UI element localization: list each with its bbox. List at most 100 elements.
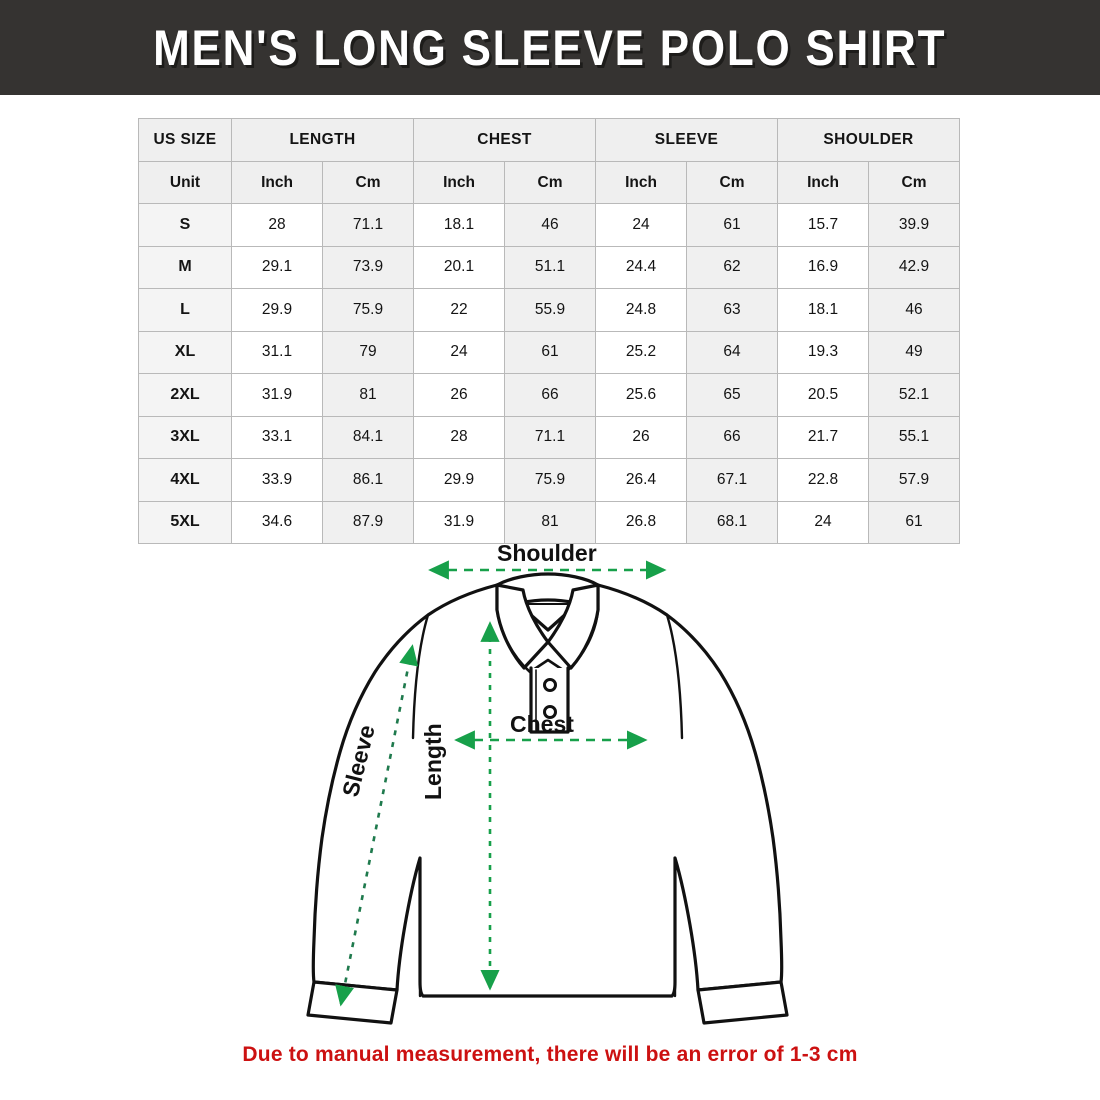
header-chest: CHEST [412,118,597,162]
right-cuff-path [696,980,789,1025]
cell-chest-cm: 71.1 [503,415,597,459]
cell-length-in: 29.1 [231,245,323,289]
measurement-disclaimer: Due to manual measurement, there will be… [242,1043,858,1066]
cell-chest-cm: 61 [503,330,597,374]
cell-size: L [138,288,232,332]
cell-length-cm: 79 [322,330,414,374]
cell-sleeve-cm: 65 [686,373,779,417]
cell-shoulder-in: 20.5 [777,373,870,417]
header-shoulder-cm: Cm [868,161,961,204]
cell-sleeve-in: 26 [595,415,688,459]
cell-size: 3XL [138,415,232,459]
cell-length-in: 31.1 [231,330,323,374]
cell-shoulder-in: 22.8 [777,458,870,502]
header-shoulder: SHOULDER [777,118,961,162]
cell-sleeve-cm: 67.1 [686,458,779,502]
cell-chest-in: 29.9 [413,458,505,502]
cell-sleeve-in: 24 [595,203,688,247]
cell-size: 2XL [138,373,232,417]
cell-sleeve-in: 25.2 [595,330,688,374]
cell-chest-cm: 55.9 [503,288,597,332]
cell-sleeve-in: 24.8 [595,288,688,332]
cell-length-cm: 73.9 [322,245,414,289]
header-length: LENGTH [231,118,414,162]
length-label: Length [420,723,446,800]
cell-length-cm: 86.1 [322,458,414,502]
shoulder-label: Shoulder [497,540,597,566]
cell-size: XL [138,330,232,374]
header-us-size: US SIZE [138,118,232,162]
table-row: 4XL 33.9 86.1 29.9 75.9 26.4 67.1 22.8 57.9 [138,458,961,502]
cell-sleeve-cm: 68.1 [686,500,779,544]
cell-chest-in: 28 [413,415,505,459]
cell-sleeve-cm: 63 [686,288,779,332]
header-sleeve-cm: Cm [686,161,779,204]
header-length-cm: Cm [322,161,414,204]
cell-shoulder-cm: 39.9 [868,203,961,247]
cell-shoulder-cm: 52.1 [868,373,961,417]
cell-sleeve-cm: 62 [686,245,779,289]
cell-sleeve-cm: 64 [686,330,779,374]
cell-sleeve-cm: 61 [686,203,779,247]
cell-chest-cm: 46 [503,203,597,247]
table-row: XL 31.1 79 24 61 25.2 64 19.3 49 [138,330,961,374]
cell-shoulder-in: 19.3 [777,330,870,374]
cell-sleeve-in: 24.4 [595,245,688,289]
cell-chest-in: 24 [413,330,505,374]
table-row: 3XL 33.1 84.1 28 71.1 26 66 21.7 55.1 [138,415,961,459]
table-unit-header-row: Unit Inch Cm Inch Cm Inch Cm Inch Cm [138,161,961,204]
cell-shoulder-cm: 46 [868,288,961,332]
chest-label: Chest [510,711,574,737]
cell-length-in: 28 [231,203,323,247]
button-bottom [543,705,557,719]
header-chest-cm: Cm [503,161,597,204]
table-row: S 28 71.1 18.1 46 24 61 15.7 39.9 [138,203,961,247]
title-banner: MEN'S LONG SLEEVE POLO SHIRT [0,0,1100,95]
sleeve-measure-arrow [335,644,419,1007]
cell-length-cm: 87.9 [322,500,414,544]
cell-shoulder-in: 24 [777,500,870,544]
cell-shoulder-cm: 55.1 [868,415,961,459]
header-shoulder-inch: Inch [777,161,870,204]
shirt-illustration-svg [306,560,789,1025]
button-top [543,678,557,692]
shirt-outline [306,572,789,1025]
header-chest-inch: Inch [413,161,505,204]
neck-opening-path [495,608,600,674]
shirt-diagram [0,520,1100,1030]
table-row: L 29.9 75.9 22 55.9 24.8 63 18.1 46 [138,288,961,332]
cell-chest-cm: 75.9 [503,458,597,502]
cell-length-cm: 75.9 [322,288,414,332]
table-row: M 29.1 73.9 20.1 51.1 24.4 62 16.9 42.9 [138,245,961,289]
page-title: MEN'S LONG SLEEVE POLO SHIRT [153,19,947,76]
cell-chest-in: 22 [413,288,505,332]
table-row: 2XL 31.9 81 26 66 25.6 65 20.5 52.1 [138,373,961,417]
cell-length-in: 33.9 [231,458,323,502]
size-chart-table-container: US SIZE LENGTH CHEST SLEEVE SHOULDER Uni… [138,118,961,544]
cell-length-cm: 71.1 [322,203,414,247]
table-body: S 28 71.1 18.1 46 24 61 15.7 39.9 M 29.1 73.9 20.1 51… [138,203,961,544]
cell-sleeve-in: 26.4 [595,458,688,502]
cell-sleeve-in: 25.6 [595,373,688,417]
cell-chest-in: 26 [413,373,505,417]
cell-length-in: 33.1 [231,415,323,459]
cell-sleeve-in: 26.8 [595,500,688,544]
right-shoulder-seam [665,613,684,740]
cell-shoulder-in: 18.1 [777,288,870,332]
header-sleeve: SLEEVE [595,118,779,162]
table-group-header-row: US SIZE LENGTH CHEST SLEEVE SHOULDER [138,118,961,162]
cell-shoulder-cm: 61 [868,500,961,544]
size-chart-table: US SIZE LENGTH CHEST SLEEVE SHOULDER Uni… [138,118,961,544]
table-row: 5XL 34.6 87.9 31.9 81 26.8 68.1 24 61 [138,500,961,544]
cell-chest-cm: 66 [503,373,597,417]
cell-size: M [138,245,232,289]
header-sleeve-inch: Inch [595,161,688,204]
cell-shoulder-in: 21.7 [777,415,870,459]
cell-chest-in: 20.1 [413,245,505,289]
cell-shoulder-cm: 49 [868,330,961,374]
cell-chest-in: 18.1 [413,203,505,247]
cell-size: 5XL [138,500,232,544]
cell-shoulder-cm: 42.9 [868,245,961,289]
cell-length-cm: 84.1 [322,415,414,459]
cell-sleeve-cm: 66 [686,415,779,459]
